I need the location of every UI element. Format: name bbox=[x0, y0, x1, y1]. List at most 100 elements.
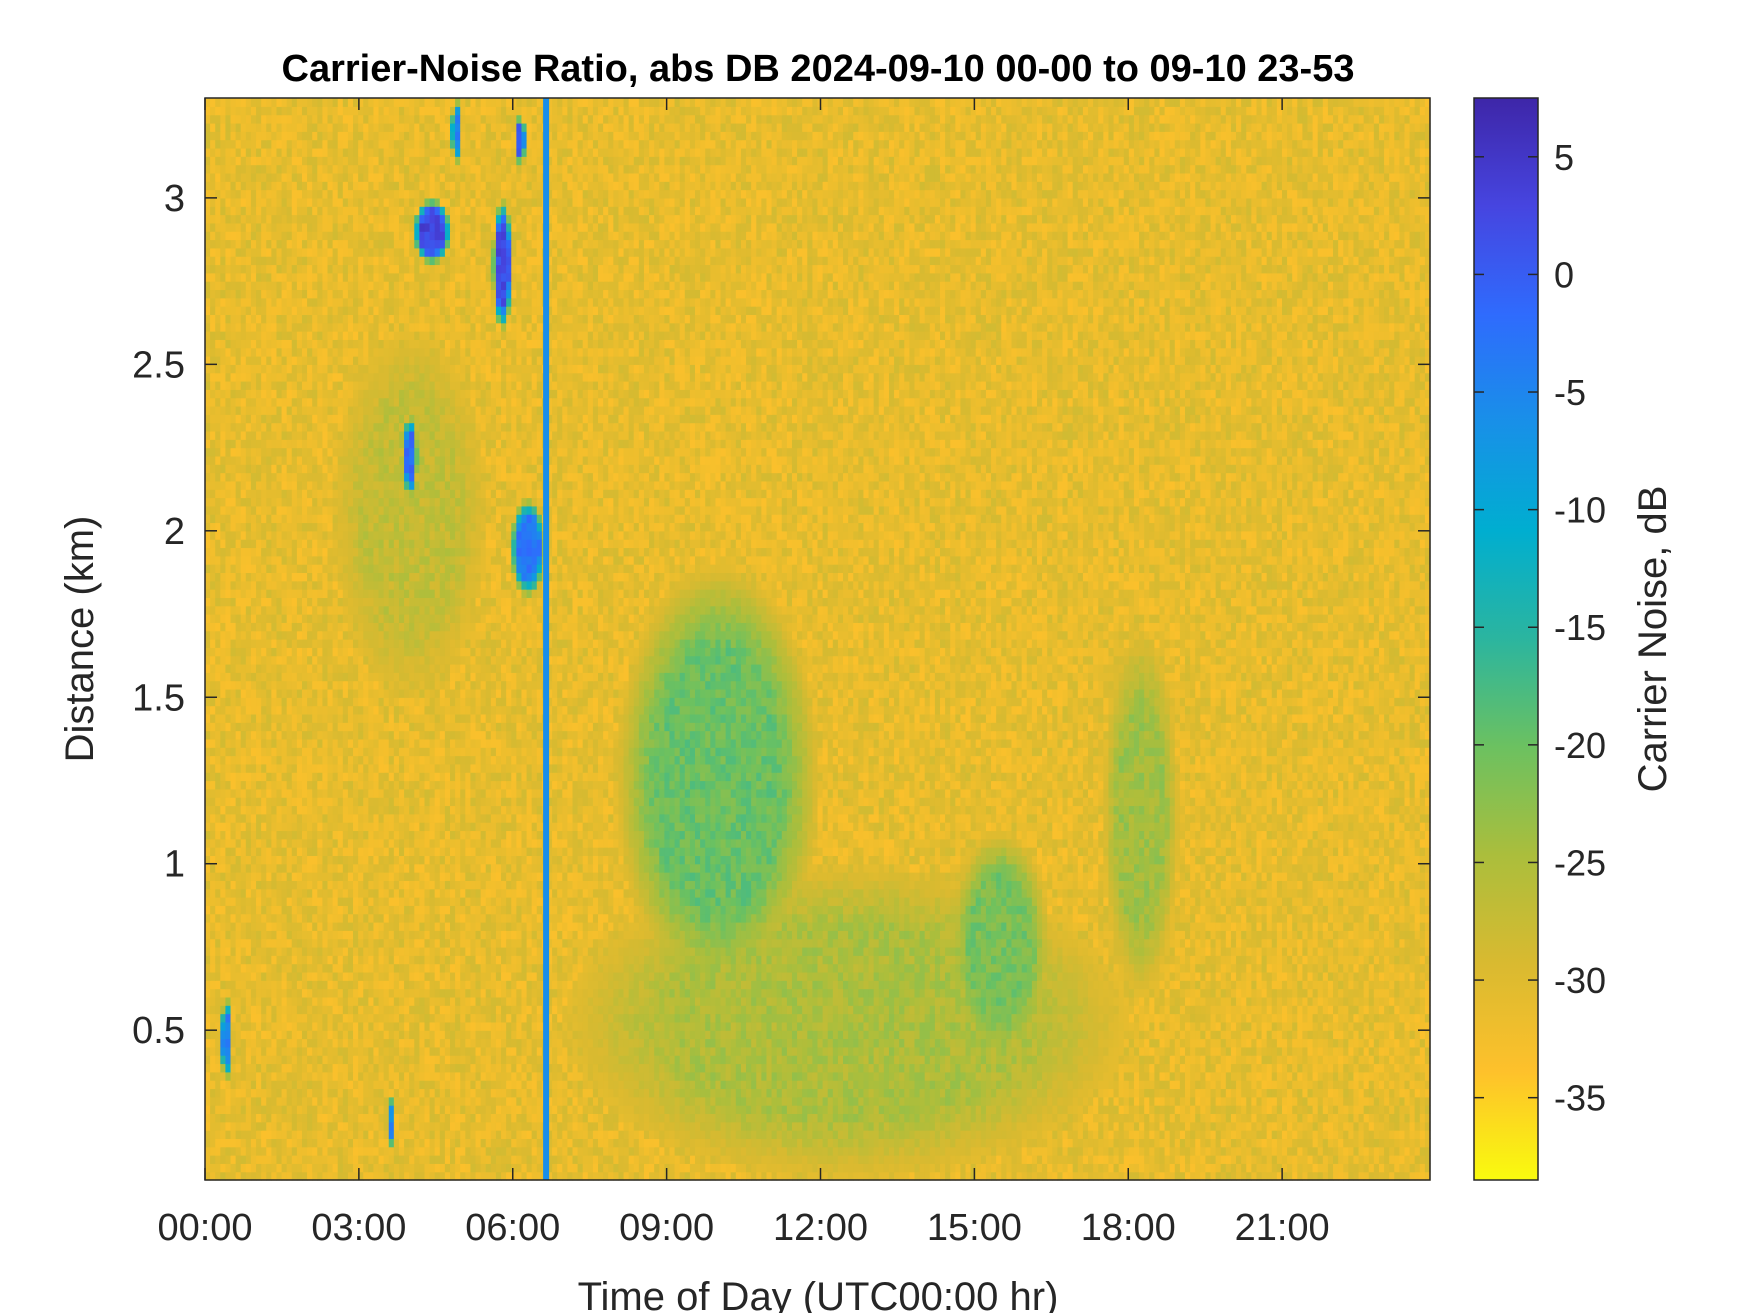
heatmap-cell bbox=[996, 1063, 1002, 1072]
heatmap-cell bbox=[1282, 1105, 1288, 1114]
heatmap-cell bbox=[1384, 1105, 1390, 1114]
heatmap-cell bbox=[1394, 1122, 1400, 1131]
heatmap-cell bbox=[766, 1155, 772, 1164]
heatmap-cell bbox=[1022, 1039, 1028, 1048]
heatmap-cell bbox=[205, 1155, 211, 1164]
heatmap-cell bbox=[1256, 1105, 1262, 1114]
heatmap-cell bbox=[930, 1147, 936, 1156]
heatmap-cell bbox=[521, 1022, 527, 1031]
heatmap-cell bbox=[828, 1088, 834, 1097]
heatmap-cell bbox=[1287, 1097, 1293, 1106]
heatmap-cell bbox=[613, 1113, 619, 1122]
heatmap-cell bbox=[1251, 1163, 1257, 1172]
heatmap-cell bbox=[863, 1138, 869, 1147]
heatmap-cell bbox=[251, 1055, 257, 1064]
heatmap-cell bbox=[807, 1163, 813, 1172]
heatmap-cell bbox=[261, 1138, 267, 1147]
heatmap-cell bbox=[215, 1072, 221, 1081]
heatmap-cell bbox=[1420, 1039, 1426, 1048]
heatmap-cell bbox=[1165, 1088, 1171, 1097]
heatmap-cell bbox=[884, 1147, 890, 1156]
heatmap-cell bbox=[1353, 1063, 1359, 1072]
heatmap-cell bbox=[1149, 1080, 1155, 1089]
heatmap-cell bbox=[1037, 1163, 1043, 1172]
heatmap-cell bbox=[322, 1138, 328, 1147]
heatmap-cell bbox=[1124, 1097, 1130, 1106]
heatmap-cell bbox=[1308, 1163, 1314, 1172]
heatmap-cell bbox=[1114, 1039, 1120, 1048]
heatmap-cell bbox=[1195, 1147, 1201, 1156]
heatmap-cell bbox=[562, 1030, 568, 1039]
heatmap-cell bbox=[664, 1122, 670, 1131]
heatmap-cell bbox=[1323, 1072, 1329, 1081]
heatmap-cell bbox=[302, 1130, 308, 1139]
heatmap-cell bbox=[1313, 1039, 1319, 1048]
heatmap-cell bbox=[884, 1130, 890, 1139]
heatmap-cell bbox=[343, 1105, 349, 1114]
heatmap-cell bbox=[430, 1163, 436, 1172]
heatmap-cell bbox=[669, 1088, 675, 1097]
heatmap-cell bbox=[1211, 1097, 1217, 1106]
heatmap-cell bbox=[945, 1147, 951, 1156]
heatmap-cell bbox=[741, 1072, 747, 1081]
heatmap-cell bbox=[1083, 1113, 1089, 1122]
heatmap-cell bbox=[613, 1155, 619, 1164]
heatmap-cell bbox=[373, 1072, 379, 1081]
heatmap-cell bbox=[312, 1105, 318, 1114]
heatmap-cell bbox=[1139, 1097, 1145, 1106]
heatmap-cell bbox=[991, 1080, 997, 1089]
heatmap-cell bbox=[297, 1088, 303, 1097]
heatmap-cell bbox=[669, 1138, 675, 1147]
heatmap-cell bbox=[389, 1072, 395, 1081]
heatmap-cell bbox=[787, 1022, 793, 1031]
heatmap-cell bbox=[695, 1072, 701, 1081]
heatmap-cell bbox=[1011, 1155, 1017, 1164]
heatmap-cell bbox=[1022, 1113, 1028, 1122]
heatmap-cell bbox=[1302, 1063, 1308, 1072]
heatmap-cell bbox=[470, 1030, 476, 1039]
heatmap-cell bbox=[1256, 1097, 1262, 1106]
heatmap-cell bbox=[1149, 1163, 1155, 1172]
heatmap-cell bbox=[491, 1163, 497, 1172]
heatmap-cell bbox=[1159, 1147, 1165, 1156]
heatmap-cell bbox=[741, 1022, 747, 1031]
heatmap-cell bbox=[818, 1147, 824, 1156]
heatmap-cell bbox=[1313, 1155, 1319, 1164]
heatmap-cell bbox=[843, 1030, 849, 1039]
heatmap-cell bbox=[1027, 1047, 1033, 1056]
heatmap-cell bbox=[761, 1088, 767, 1097]
heatmap-cell bbox=[629, 1055, 635, 1064]
heatmap-cell bbox=[1149, 1138, 1155, 1147]
heatmap-cell bbox=[1328, 1030, 1334, 1039]
heatmap-cell bbox=[1027, 1072, 1033, 1081]
heatmap-cell bbox=[246, 1080, 252, 1089]
heatmap-cell bbox=[710, 1138, 716, 1147]
heatmap-cell bbox=[261, 1030, 267, 1039]
heatmap-cell bbox=[552, 1105, 558, 1114]
heatmap-cell bbox=[445, 1147, 451, 1156]
heatmap-cell bbox=[476, 1088, 482, 1097]
heatmap-cell bbox=[930, 1122, 936, 1131]
heatmap-cell bbox=[894, 1097, 900, 1106]
heatmap-cell bbox=[736, 1163, 742, 1172]
heatmap-cell bbox=[981, 1080, 987, 1089]
heatmap-cell bbox=[802, 1105, 808, 1114]
heatmap-cell bbox=[470, 1097, 476, 1106]
heatmap-cell bbox=[1180, 1063, 1186, 1072]
heatmap-cell bbox=[945, 1080, 951, 1089]
heatmap-cell bbox=[450, 1163, 456, 1172]
heatmap-cell bbox=[787, 1122, 793, 1131]
heatmap-cell bbox=[1384, 1122, 1390, 1131]
heatmap-cell bbox=[690, 1030, 696, 1039]
heatmap-cell bbox=[608, 1047, 614, 1056]
heatmap-cell bbox=[282, 1088, 288, 1097]
heatmap-cell bbox=[1389, 1147, 1395, 1156]
heatmap-cell bbox=[552, 1080, 558, 1089]
heatmap-cell bbox=[960, 1030, 966, 1039]
heatmap-cell bbox=[460, 1138, 466, 1147]
heatmap-cell bbox=[527, 1163, 533, 1172]
heatmap-cell bbox=[348, 1039, 354, 1048]
heatmap-cell bbox=[920, 1113, 926, 1122]
heatmap-cell bbox=[955, 1105, 961, 1114]
heatmap-cell bbox=[664, 1138, 670, 1147]
